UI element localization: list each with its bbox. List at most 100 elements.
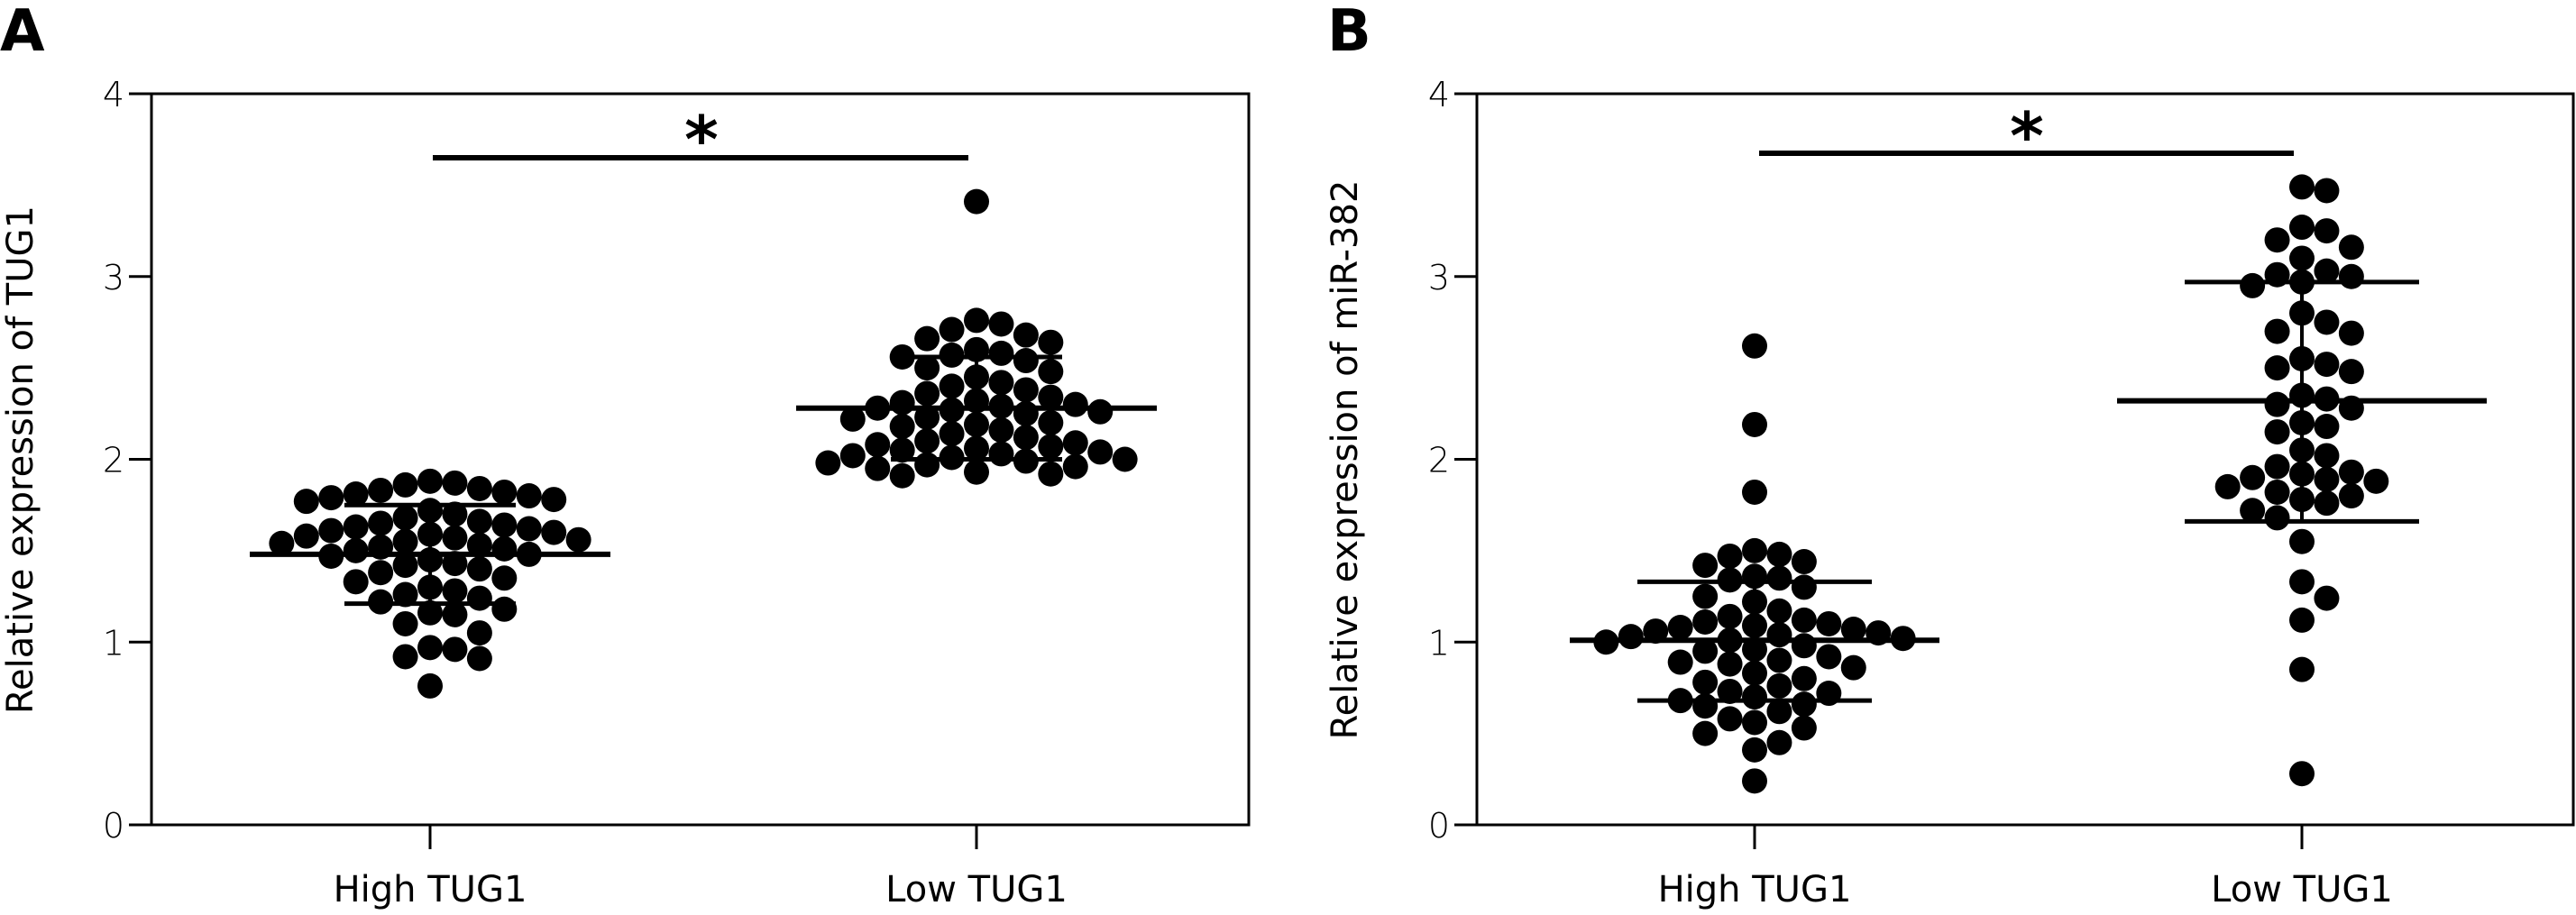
y-axis-label-b: Relative expression of miR-382: [1325, 180, 1366, 740]
data-point: [2289, 569, 2315, 595]
data-point: [1742, 479, 1767, 505]
data-point: [343, 481, 369, 508]
data-point: [1742, 709, 1767, 736]
data-point: [2214, 473, 2241, 499]
data-point: [2314, 178, 2340, 204]
data-point: [2240, 464, 2266, 490]
data-point: [466, 532, 492, 558]
data-point: [1038, 461, 1064, 487]
data-point: [1717, 706, 1743, 732]
data-point: [417, 599, 443, 626]
data-point: [914, 404, 940, 430]
data-point: [1643, 618, 1669, 645]
y-tick-labels-a: 0 1 2 3 4: [103, 75, 124, 846]
data-point: [2264, 355, 2290, 381]
data-point: [442, 551, 468, 577]
data-point: [293, 489, 319, 515]
data-point: [2289, 245, 2315, 271]
data-point: [417, 673, 443, 699]
data-point: [392, 553, 418, 579]
data-point: [1717, 678, 1743, 704]
data-point: [541, 487, 567, 513]
data-point: [889, 437, 915, 463]
y-tick-label-0: 0: [1428, 806, 1450, 846]
data-point: [1087, 439, 1114, 465]
panel-b: B Relative expression of miR-382 0 1 2 3 4 H…: [1325, 0, 2575, 910]
data-point: [1791, 574, 1817, 600]
data-point: [392, 610, 418, 636]
data-point: [964, 188, 989, 215]
x-category-label-high-b: High TUG1: [1658, 869, 1852, 910]
data-point: [392, 644, 418, 670]
data-point: [392, 581, 418, 608]
data-point: [1717, 603, 1743, 629]
data-point: [1791, 607, 1817, 633]
data-point: [2264, 505, 2290, 531]
data-point: [1692, 693, 1719, 719]
data-point: [2314, 352, 2340, 378]
data-point: [1766, 622, 1792, 648]
y-tick-label-4: 4: [103, 75, 124, 114]
data-point: [368, 510, 394, 536]
data-point: [343, 514, 369, 540]
data-point: [491, 535, 518, 562]
data-point: [392, 528, 418, 554]
data-point: [914, 325, 940, 352]
data-point: [1742, 333, 1767, 359]
data-point: [1717, 543, 1743, 569]
data-point: [1840, 617, 1866, 643]
data-point: [1816, 610, 1842, 636]
data-point: [1692, 583, 1719, 609]
data-point: [1062, 453, 1088, 480]
data-point: [1791, 549, 1817, 575]
data-point: [1791, 715, 1817, 741]
data-point: [1087, 398, 1114, 425]
significance-star-a: *: [684, 102, 719, 178]
data-point: [1038, 434, 1064, 460]
data-point: [516, 483, 542, 509]
data-point: [1742, 537, 1767, 563]
data-point: [1766, 673, 1792, 699]
data-point: [988, 311, 1014, 337]
data-point: [839, 406, 866, 432]
data-point: [1013, 322, 1039, 348]
data-point: [1692, 720, 1719, 746]
y-tick-labels-b: 0 1 2 3 4: [1428, 75, 1450, 846]
data-point: [939, 421, 965, 447]
data-point: [1667, 615, 1693, 641]
data-point: [914, 428, 940, 454]
data-point: [442, 601, 468, 627]
data-point: [939, 373, 965, 399]
data-point: [2264, 227, 2290, 253]
data-point: [1112, 446, 1138, 472]
data-point: [1692, 669, 1719, 695]
data-point: [466, 556, 492, 582]
data-point: [2314, 443, 2340, 469]
data-point: [491, 565, 518, 591]
data-point: [2240, 498, 2266, 524]
data-point: [368, 560, 394, 586]
y-axis-label-a: Relative expression of TUG1: [0, 206, 41, 714]
y-tick-label-4: 4: [1428, 75, 1450, 114]
data-point: [2264, 318, 2290, 344]
data-point: [491, 596, 518, 622]
data-point: [1791, 691, 1817, 718]
data-point: [1013, 425, 1039, 451]
data-point: [1038, 329, 1064, 355]
data-point: [1766, 699, 1792, 725]
data-point: [839, 443, 866, 469]
panel-letter-b: B: [1327, 0, 1371, 65]
x-category-label-low-a: Low TUG1: [885, 869, 1068, 910]
data-point: [442, 501, 468, 527]
data-point: [466, 585, 492, 611]
data-point: [1742, 411, 1767, 437]
data-point: [1013, 377, 1039, 403]
data-point: [1816, 644, 1842, 670]
data-point: [2314, 585, 2340, 611]
y-tick-label-2: 2: [103, 441, 124, 480]
dots-b: [1570, 174, 2487, 794]
data-point: [1692, 553, 1719, 579]
plot-frame-b: [1475, 92, 2575, 827]
data-point: [1742, 768, 1767, 794]
data-point: [442, 578, 468, 604]
